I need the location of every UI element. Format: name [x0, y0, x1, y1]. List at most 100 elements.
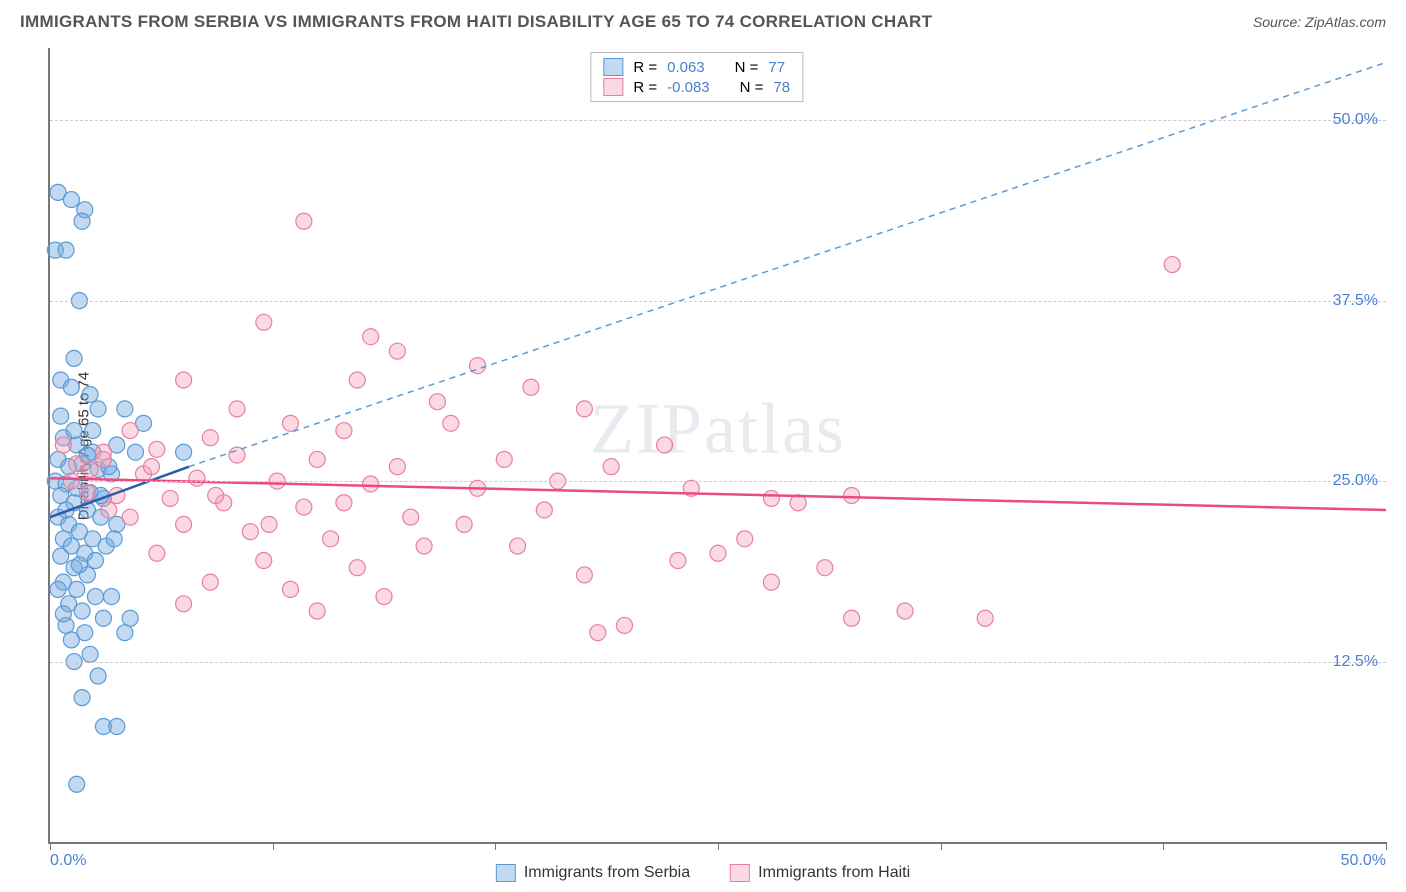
legend-item-haiti: Immigrants from Haiti [730, 864, 910, 882]
scatter-point [576, 401, 592, 417]
scatter-point [256, 552, 272, 568]
scatter-point [176, 516, 192, 532]
scatter-point [336, 423, 352, 439]
scatter-point [897, 603, 913, 619]
scatter-point [55, 437, 71, 453]
scatter-point [256, 314, 272, 330]
scatter-point [737, 531, 753, 547]
scatter-point [349, 560, 365, 576]
swatch-haiti [603, 78, 623, 96]
scatter-point [670, 552, 686, 568]
x-tick-label: 50.0% [1341, 852, 1386, 870]
legend-item-serbia: Immigrants from Serbia [496, 864, 690, 882]
scatter-point [510, 538, 526, 554]
y-tick-label: 50.0% [1333, 111, 1378, 129]
legend-stats-row-haiti: R = -0.083 N = 78 [603, 77, 790, 97]
scatter-point [616, 617, 632, 633]
r-value-haiti: -0.083 [667, 79, 710, 96]
chart-svg [50, 48, 1386, 842]
scatter-point [189, 470, 205, 486]
x-tick [495, 842, 496, 850]
r-value-serbia: 0.063 [667, 59, 705, 76]
scatter-point [122, 509, 138, 525]
scatter-point [536, 502, 552, 518]
swatch-serbia [603, 58, 623, 76]
scatter-point [208, 488, 224, 504]
scatter-point [109, 719, 125, 735]
x-tick [1163, 842, 1164, 850]
scatter-point [261, 516, 277, 532]
gridline [50, 301, 1386, 302]
x-tick-label: 0.0% [50, 852, 86, 870]
scatter-point [403, 509, 419, 525]
scatter-point [336, 495, 352, 511]
gridline [50, 481, 1386, 482]
scatter-point [590, 625, 606, 641]
scatter-point [429, 394, 445, 410]
scatter-point [523, 379, 539, 395]
scatter-point [63, 379, 79, 395]
scatter-point [349, 372, 365, 388]
swatch-haiti-icon [730, 864, 750, 882]
x-tick [718, 842, 719, 850]
scatter-point [117, 401, 133, 417]
scatter-point [90, 668, 106, 684]
scatter-point [90, 401, 106, 417]
scatter-point [162, 490, 178, 506]
scatter-point [66, 350, 82, 366]
legend-label-serbia: Immigrants from Serbia [524, 864, 690, 882]
scatter-point [242, 524, 258, 540]
x-tick [941, 842, 942, 850]
scatter-point [69, 776, 85, 792]
scatter-point [416, 538, 432, 554]
scatter-point [71, 557, 87, 573]
header: IMMIGRANTS FROM SERBIA VS IMMIGRANTS FRO… [0, 0, 1406, 40]
scatter-point [202, 574, 218, 590]
scatter-point [144, 459, 160, 475]
scatter-point [763, 574, 779, 590]
y-tick-label: 25.0% [1333, 472, 1378, 490]
x-tick [50, 842, 51, 850]
scatter-point [363, 329, 379, 345]
scatter-point [74, 213, 90, 229]
scatter-point [101, 502, 117, 518]
scatter-point [85, 423, 101, 439]
scatter-point [95, 610, 111, 626]
scatter-point [176, 596, 192, 612]
y-tick-label: 37.5% [1333, 292, 1378, 310]
source-attribution: Source: ZipAtlas.com [1253, 14, 1386, 30]
scatter-point [69, 456, 85, 472]
scatter-point [79, 485, 95, 501]
scatter-point [122, 610, 138, 626]
scatter-point [323, 531, 339, 547]
scatter-point [95, 451, 111, 467]
y-tick-label: 12.5% [1333, 653, 1378, 671]
scatter-point [53, 408, 69, 424]
legend-stats-row-serbia: R = 0.063 N = 77 [603, 57, 790, 77]
scatter-point [128, 444, 144, 460]
scatter-point [149, 441, 165, 457]
scatter-point [122, 423, 138, 439]
scatter-point [66, 423, 82, 439]
scatter-point [844, 610, 860, 626]
trend-extrapolation [189, 62, 1386, 466]
legend-stats: R = 0.063 N = 77 R = -0.083 N = 78 [590, 52, 803, 102]
scatter-point [282, 581, 298, 597]
scatter-point [389, 343, 405, 359]
scatter-point [69, 581, 85, 597]
scatter-point [309, 603, 325, 619]
gridline [50, 120, 1386, 121]
legend-label-haiti: Immigrants from Haiti [758, 864, 910, 882]
scatter-point [229, 401, 245, 417]
scatter-point [817, 560, 833, 576]
scatter-point [58, 242, 74, 258]
scatter-point [87, 552, 103, 568]
scatter-point [1164, 257, 1180, 273]
trend-line [50, 478, 1386, 510]
scatter-point [376, 589, 392, 605]
scatter-point [282, 415, 298, 431]
scatter-point [309, 451, 325, 467]
x-tick [273, 842, 274, 850]
scatter-point [229, 447, 245, 463]
scatter-point [202, 430, 218, 446]
